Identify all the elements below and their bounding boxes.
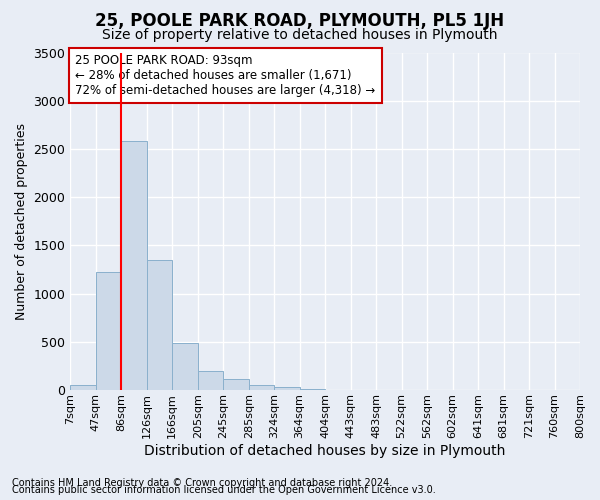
Bar [223,379,248,390]
Text: Size of property relative to detached houses in Plymouth: Size of property relative to detached ho… [102,28,498,42]
Bar [274,388,299,390]
Text: Contains HM Land Registry data © Crown copyright and database right 2024.: Contains HM Land Registry data © Crown c… [12,478,392,488]
Bar [299,389,325,390]
Text: 25 POOLE PARK ROAD: 93sqm
← 28% of detached houses are smaller (1,671)
72% of se: 25 POOLE PARK ROAD: 93sqm ← 28% of detac… [76,54,376,97]
Bar [121,142,147,390]
Text: Contains public sector information licensed under the Open Government Licence v3: Contains public sector information licen… [12,485,436,495]
Text: 25, POOLE PARK ROAD, PLYMOUTH, PL5 1JH: 25, POOLE PARK ROAD, PLYMOUTH, PL5 1JH [95,12,505,30]
Bar [198,371,223,390]
Bar [248,385,274,390]
Y-axis label: Number of detached properties: Number of detached properties [15,123,28,320]
X-axis label: Distribution of detached houses by size in Plymouth: Distribution of detached houses by size … [145,444,506,458]
Bar [70,385,96,390]
Bar [147,260,172,390]
Bar [172,343,198,390]
Bar [96,272,121,390]
